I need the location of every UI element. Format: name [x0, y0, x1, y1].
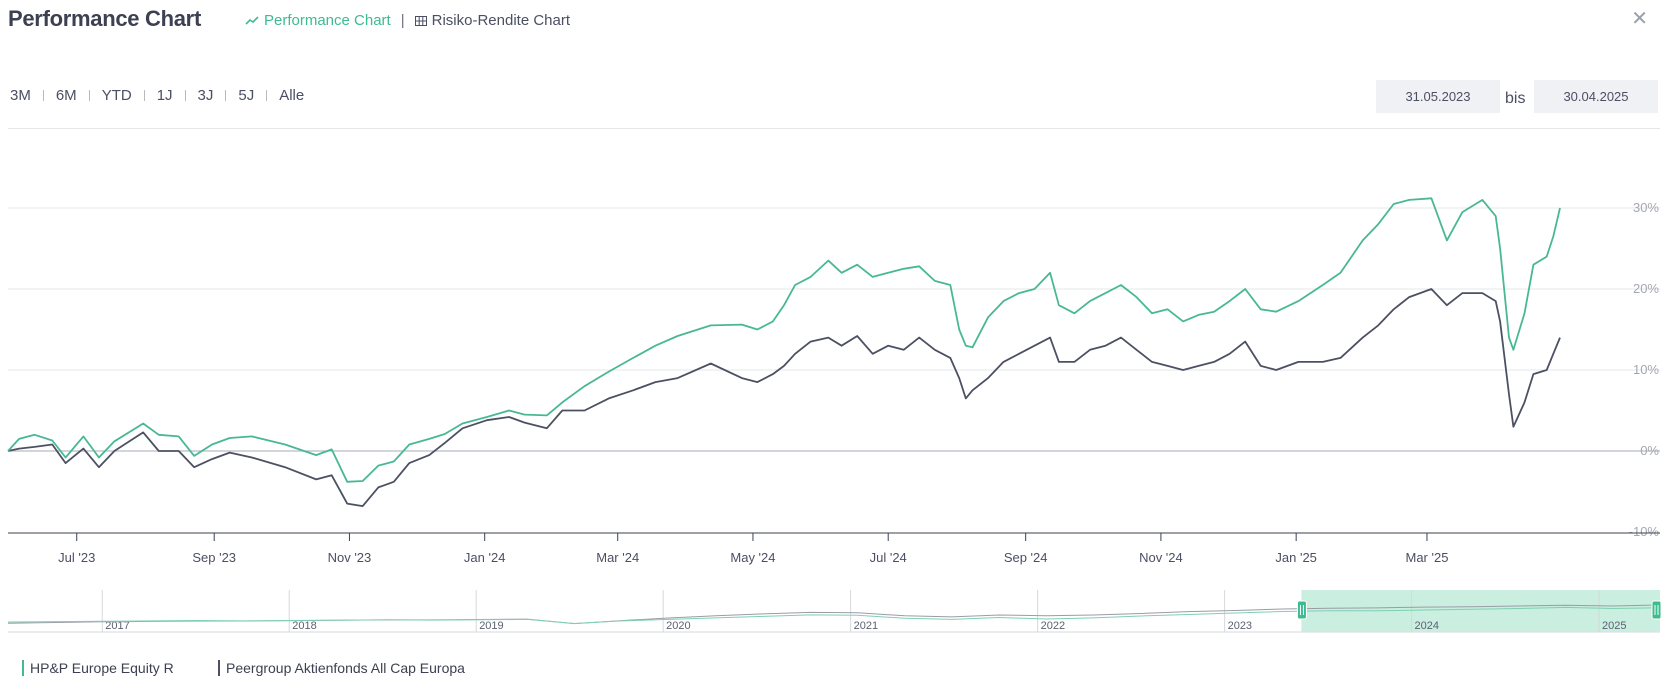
x-tick-label: Nov '23 — [328, 550, 372, 565]
range-button-ytd[interactable]: YTD — [101, 87, 132, 104]
y-tick-label: 20% — [1633, 281, 1659, 296]
series-line-fund — [7, 197, 1561, 483]
navigator-series-fund — [7, 606, 1661, 625]
tab-risk-return-label: Risiko-Rendite Chart — [431, 12, 571, 29]
trend-line-icon — [245, 15, 259, 25]
navigator-year-label: 2022 — [1041, 620, 1065, 632]
navigator-year-label: 2017 — [105, 620, 129, 632]
range-divider — [88, 90, 90, 101]
legend-item-fund[interactable]: HP&P Europe Equity R — [22, 660, 174, 676]
tab-performance-chart[interactable]: Performance Chart — [245, 12, 391, 29]
range-button-3j[interactable]: 3J — [197, 87, 214, 104]
range-button-alle[interactable]: Alle — [279, 87, 305, 104]
legend-item-peer[interactable]: Peergroup Aktienfonds All Cap Europa — [218, 660, 465, 676]
range-divider — [143, 90, 145, 101]
range-button-6m[interactable]: 6M — [55, 87, 77, 104]
navigator-handle-right[interactable] — [1651, 600, 1662, 620]
x-tick-label: Jan '24 — [464, 550, 506, 565]
navigator-year-label: 2024 — [1415, 620, 1439, 632]
chart-type-toggle: Performance Chart | Risiko-Rendite Chart — [245, 12, 570, 29]
x-tick-label: Jul '23 — [58, 550, 95, 565]
x-tick-label: Jan '25 — [1275, 550, 1317, 565]
range-divider — [225, 90, 227, 101]
navigator-year-label: 2021 — [854, 620, 878, 632]
date-from-input[interactable]: 31.05.2023 — [1376, 80, 1500, 113]
range-button-1j[interactable]: 1J — [156, 87, 173, 104]
tab-separator: | — [400, 12, 405, 29]
range-button-5j[interactable]: 5J — [238, 87, 255, 104]
y-tick-label: 10% — [1633, 362, 1659, 377]
y-tick-label: 30% — [1633, 200, 1659, 215]
x-tick-label: Nov '24 — [1139, 550, 1183, 565]
x-tick-label: Sep '24 — [1004, 550, 1048, 565]
navigator-year-label: 2023 — [1228, 620, 1252, 632]
range-divider — [266, 90, 268, 101]
table-grid-icon — [414, 15, 427, 26]
y-tick-label: -10% — [1629, 524, 1660, 539]
range-divider — [42, 90, 44, 101]
navigator-handle-left[interactable] — [1296, 600, 1307, 620]
navigator-year-label: 2018 — [292, 620, 316, 632]
x-tick-label: Mar '25 — [1405, 550, 1448, 565]
x-tick-label: May '24 — [730, 550, 775, 565]
x-tick-label: Mar '24 — [596, 550, 639, 565]
tab-performance-label: Performance Chart — [264, 12, 391, 29]
navigator-year-label: 2020 — [666, 620, 690, 632]
range-selector: 3M 6M YTD 1J 3J 5J Alle — [10, 87, 304, 104]
x-tick-label: Sep '23 — [192, 550, 236, 565]
date-to-input[interactable]: 30.04.2025 — [1534, 80, 1658, 113]
close-icon[interactable]: ✕ — [1631, 8, 1648, 30]
range-divider — [184, 90, 186, 101]
range-button-3m[interactable]: 3M — [10, 87, 31, 104]
y-tick-label: 0% — [1640, 443, 1659, 458]
header-divider — [8, 128, 1660, 129]
tab-risk-return-chart[interactable]: Risiko-Rendite Chart — [414, 12, 571, 29]
date-range-separator: bis — [1505, 90, 1526, 107]
series-line-peer — [7, 288, 1561, 508]
x-tick-label: Jul '24 — [870, 550, 907, 565]
navigator-year-label: 2025 — [1602, 620, 1626, 632]
page-title: Performance Chart — [8, 6, 201, 31]
navigator-year-label: 2019 — [479, 620, 503, 632]
